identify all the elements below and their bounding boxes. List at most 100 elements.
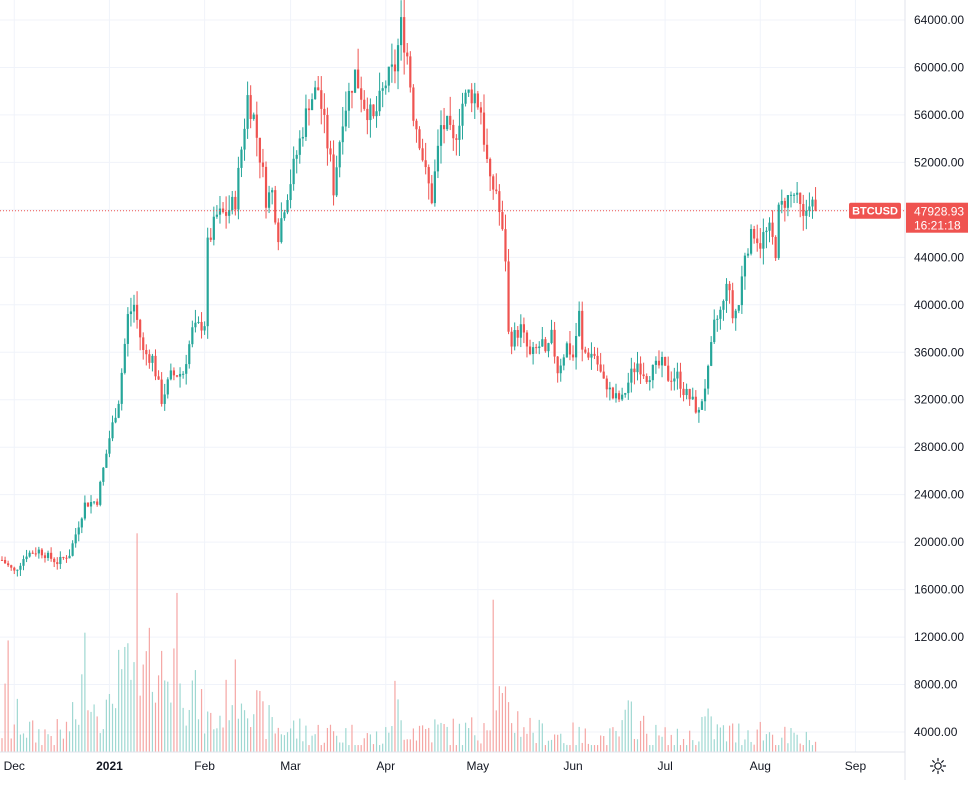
volume-bar [84,632,86,752]
volume-bar [428,727,430,752]
candle-body [261,162,265,167]
candle-body [476,93,479,108]
volume-bar [379,745,381,752]
candle-body [267,192,271,208]
volume-bar [787,743,789,752]
candle-body [200,321,203,331]
volume-bar [305,725,307,752]
price-tick-label: 16000.00 [914,583,964,597]
candle-body [188,344,191,365]
candle-body [13,567,16,571]
candle-body [621,394,624,400]
volume-bar [22,733,25,752]
volume-bar [501,693,504,752]
volume-bar [707,708,709,752]
candle-body [96,501,99,505]
candle-body [611,387,615,399]
candle-body [485,144,489,159]
candle-body [412,87,415,121]
volume-bar [154,702,157,752]
volume-bar [243,710,246,752]
candle-body [777,204,780,259]
candle-body [252,114,255,119]
volume-bar [173,648,175,752]
candle-body [648,380,651,383]
volume-bar [486,730,488,752]
candle-body [796,192,799,195]
candle-body [209,237,212,240]
candle-body [759,243,762,249]
volume-bar [606,745,608,752]
volume-bar [446,726,448,752]
price-tick-label: 64000.00 [914,13,964,27]
volume-bar [62,738,64,752]
volume-bar [234,659,236,752]
volume-bar [624,709,626,752]
volume-bar [78,724,80,752]
candle-body [464,92,467,104]
volume-bar [775,745,777,752]
volume-bar [19,734,22,752]
candle-body [694,396,697,413]
candle-body [390,64,393,67]
volume-bar [250,727,252,752]
volume-bar [600,735,602,752]
volume-bar [124,646,126,752]
candle-body [160,379,163,404]
candle-body [43,555,47,558]
candle-body [547,343,550,352]
candle-body [743,255,747,277]
last-price-label: BTCUSD 47928.93 16:21:18 [849,202,968,233]
price-tick-label: 24000.00 [914,488,964,502]
volume-bar [741,745,743,752]
volume-bar [32,720,34,752]
candle-body [421,148,424,161]
time-axis[interactable]: Dec 2021 Feb Mar Apr May Jun Jul Aug Sep [0,751,905,773]
candle-body [710,342,713,366]
candle-body [132,304,136,312]
candle-body [292,158,295,185]
volume-bar [593,745,596,752]
volume-bar [332,731,335,752]
volume-bar [421,725,424,752]
price-axis[interactable]: 64000.0060000.0056000.0052000.0048000.00… [904,0,964,780]
volume-bar [265,739,267,752]
volume-bar [639,720,642,752]
candle-body [550,329,553,344]
candle-body [25,556,28,560]
volume-bar [182,707,184,752]
candle-body [513,330,516,347]
volume-bar [314,734,316,752]
time-tick-label: Aug [750,759,771,773]
candle-body [277,222,280,243]
volume-bar [495,710,497,752]
volume-bar [609,728,611,752]
volume-bar [372,744,375,752]
volume-bar [732,723,734,752]
volume-bar [452,718,454,752]
volume-bar [360,745,362,752]
candle-body [393,64,397,72]
candle-body [53,558,56,563]
candle-body [215,214,218,217]
candle-body [366,108,369,121]
settings-gear-icon[interactable] [929,757,947,775]
candle-body [664,356,667,366]
volume-bar [415,740,418,752]
volume-bar [418,725,421,752]
volume-bar [520,736,522,752]
volume-bar [369,734,371,752]
volume-bar [738,723,740,752]
volume-bar [744,739,746,752]
volume-bar [784,726,786,752]
volume-bar [403,739,405,752]
candle-body [593,353,596,356]
candle-body [338,142,341,168]
time-tick-label: May [467,759,490,773]
candle-body [369,104,372,121]
volume-bar [388,732,390,752]
candle-body [553,329,556,357]
volume-bar [701,716,703,752]
